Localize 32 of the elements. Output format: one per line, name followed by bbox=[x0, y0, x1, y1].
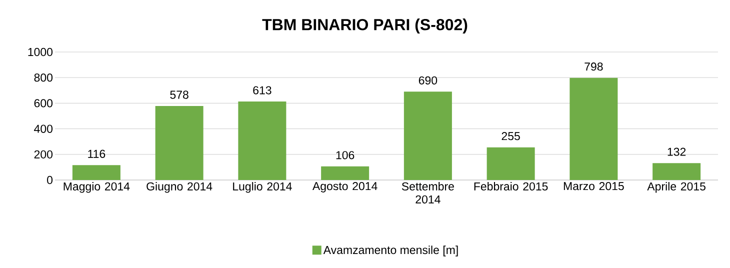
x-tick-label: Giugno 2014 bbox=[146, 182, 212, 193]
data-label: 132 bbox=[668, 148, 686, 156]
bar bbox=[652, 163, 701, 180]
y-tick-label: 1000 bbox=[28, 48, 53, 56]
legend-label: Avamzamento mensile [m] bbox=[323, 246, 458, 256]
bar bbox=[321, 166, 370, 180]
data-label: 690 bbox=[418, 76, 438, 84]
data-label: 578 bbox=[170, 90, 188, 99]
chart-title: TBM BINARIO PARI (S-802) bbox=[262, 18, 468, 34]
bar bbox=[570, 78, 618, 180]
bar bbox=[238, 102, 286, 180]
bar bbox=[72, 165, 120, 180]
y-tick-label: 0 bbox=[47, 176, 53, 184]
data-label: 798 bbox=[584, 62, 603, 71]
y-tick-label: 800 bbox=[34, 74, 53, 82]
y-tick-label: 200 bbox=[34, 150, 53, 158]
bar bbox=[155, 106, 204, 180]
x-tick-label: Aprile 2015 bbox=[647, 182, 706, 193]
data-label: 116 bbox=[88, 150, 106, 158]
data-label: 255 bbox=[502, 132, 520, 140]
x-tick-label: Agosto 2014 bbox=[312, 182, 378, 192]
x-tick-label: Luglio 2014 bbox=[233, 182, 292, 193]
bar bbox=[404, 92, 452, 180]
y-tick-label: 400 bbox=[34, 124, 53, 133]
x-tick-label: Maggio 2014 bbox=[64, 182, 130, 193]
data-label: 106 bbox=[336, 151, 354, 160]
x-tick-label: Marzo 2015 bbox=[564, 182, 624, 190]
bar bbox=[486, 147, 535, 180]
y-tick-label: 600 bbox=[34, 99, 53, 108]
data-label: 613 bbox=[253, 86, 272, 94]
x-tick-label: Febbraio 2015 bbox=[474, 182, 548, 190]
x-tick-label: Settembre 2014 bbox=[402, 182, 454, 204]
